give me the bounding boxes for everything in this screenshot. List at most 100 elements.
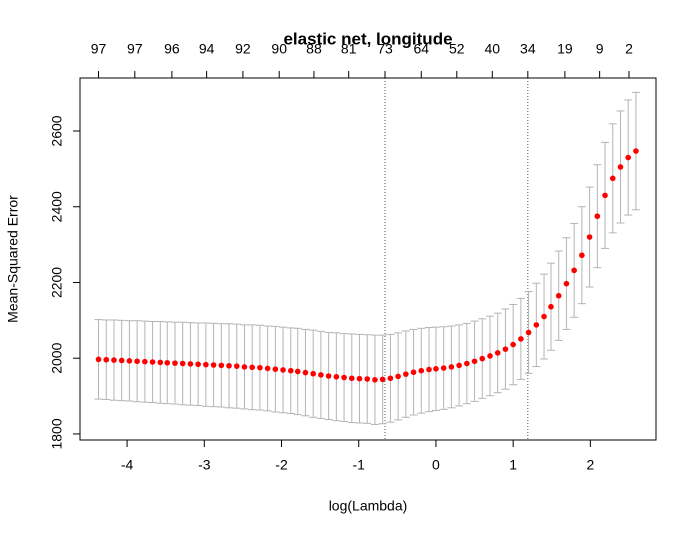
- x-tick-label: 2: [586, 457, 594, 473]
- point: [440, 365, 447, 371]
- point: [602, 192, 608, 199]
- point: [548, 303, 554, 310]
- point: [571, 267, 577, 274]
- point: [563, 280, 570, 287]
- top-tick-label: 97: [91, 41, 107, 57]
- x-tick-label: -1: [353, 457, 366, 473]
- point: [471, 358, 478, 365]
- point: [142, 358, 148, 365]
- y-tick-label: 2400: [49, 191, 65, 222]
- point: [218, 362, 225, 369]
- top-tick-label: 64: [413, 41, 429, 57]
- point: [249, 364, 255, 371]
- point: [272, 366, 279, 372]
- point: [518, 336, 524, 342]
- point: [387, 375, 394, 382]
- point: [241, 364, 248, 370]
- point: [410, 369, 417, 376]
- y-tick-label: 2200: [49, 267, 65, 298]
- point: [103, 356, 110, 363]
- point: [333, 373, 340, 380]
- point: [118, 357, 125, 364]
- x-tick-label: 1: [509, 457, 517, 473]
- point: [379, 376, 386, 383]
- x-tick-label: -3: [198, 457, 211, 473]
- point: [541, 313, 547, 320]
- point: [134, 358, 140, 365]
- top-tick-label: 96: [164, 41, 180, 57]
- point: [403, 371, 409, 377]
- point: [510, 341, 516, 348]
- top-tick-label: 2: [625, 41, 633, 57]
- point: [533, 322, 540, 328]
- point: [179, 360, 186, 367]
- point: [325, 373, 332, 379]
- top-tick-label: 40: [485, 41, 501, 57]
- top-tick-label: 73: [377, 41, 393, 57]
- point: [302, 369, 309, 376]
- point: [203, 361, 209, 368]
- point: [494, 350, 501, 356]
- y-tick-label: 2000: [49, 342, 65, 373]
- top-tick-label: 88: [306, 41, 322, 57]
- point: [310, 370, 316, 377]
- point: [157, 359, 164, 366]
- top-tick-label: 52: [449, 41, 465, 57]
- point: [149, 359, 156, 365]
- point: [502, 346, 509, 352]
- point: [433, 366, 439, 372]
- point: [633, 148, 639, 154]
- x-tick-label: -4: [121, 457, 134, 473]
- chart-title: elastic net, longitude: [283, 29, 452, 48]
- point: [356, 375, 363, 382]
- point: [609, 175, 616, 182]
- point: [395, 373, 401, 380]
- x-tick-label: -2: [275, 457, 288, 473]
- y-tick-label: 2600: [49, 115, 65, 146]
- top-tick-label: 81: [341, 41, 357, 57]
- top-tick-label: 92: [235, 41, 251, 57]
- point: [586, 234, 593, 240]
- point: [464, 360, 470, 367]
- point: [418, 367, 425, 374]
- point: [594, 213, 601, 220]
- top-tick-label: 9: [596, 41, 604, 57]
- point: [617, 164, 624, 170]
- point: [372, 376, 378, 383]
- top-tick-label: 19: [557, 41, 573, 57]
- y-tick-label: 1800: [49, 418, 65, 449]
- point: [195, 361, 201, 368]
- point: [579, 252, 585, 259]
- point: [264, 365, 271, 372]
- point: [364, 376, 371, 382]
- point: [341, 374, 347, 381]
- point: [126, 358, 133, 364]
- point: [95, 356, 102, 363]
- point: [525, 329, 532, 336]
- point: [448, 364, 455, 370]
- point: [348, 375, 355, 382]
- top-tick-label: 97: [127, 41, 143, 57]
- top-tick-label: 94: [199, 41, 215, 57]
- point: [287, 367, 294, 374]
- point: [257, 364, 263, 371]
- point: [487, 353, 493, 359]
- point: [172, 360, 178, 366]
- point: [479, 355, 486, 362]
- point: [233, 363, 240, 369]
- point: [210, 362, 217, 368]
- point: [164, 359, 171, 366]
- point: [226, 362, 232, 369]
- point: [280, 367, 286, 373]
- x-tick-label: 0: [432, 457, 440, 473]
- point: [456, 362, 462, 369]
- top-tick-label: 34: [520, 41, 536, 57]
- point: [187, 361, 194, 367]
- point: [625, 154, 632, 161]
- point: [318, 372, 324, 378]
- y-axis-label: Mean-Squared Error: [5, 195, 21, 323]
- plot-box: [79, 77, 657, 441]
- point: [294, 368, 301, 375]
